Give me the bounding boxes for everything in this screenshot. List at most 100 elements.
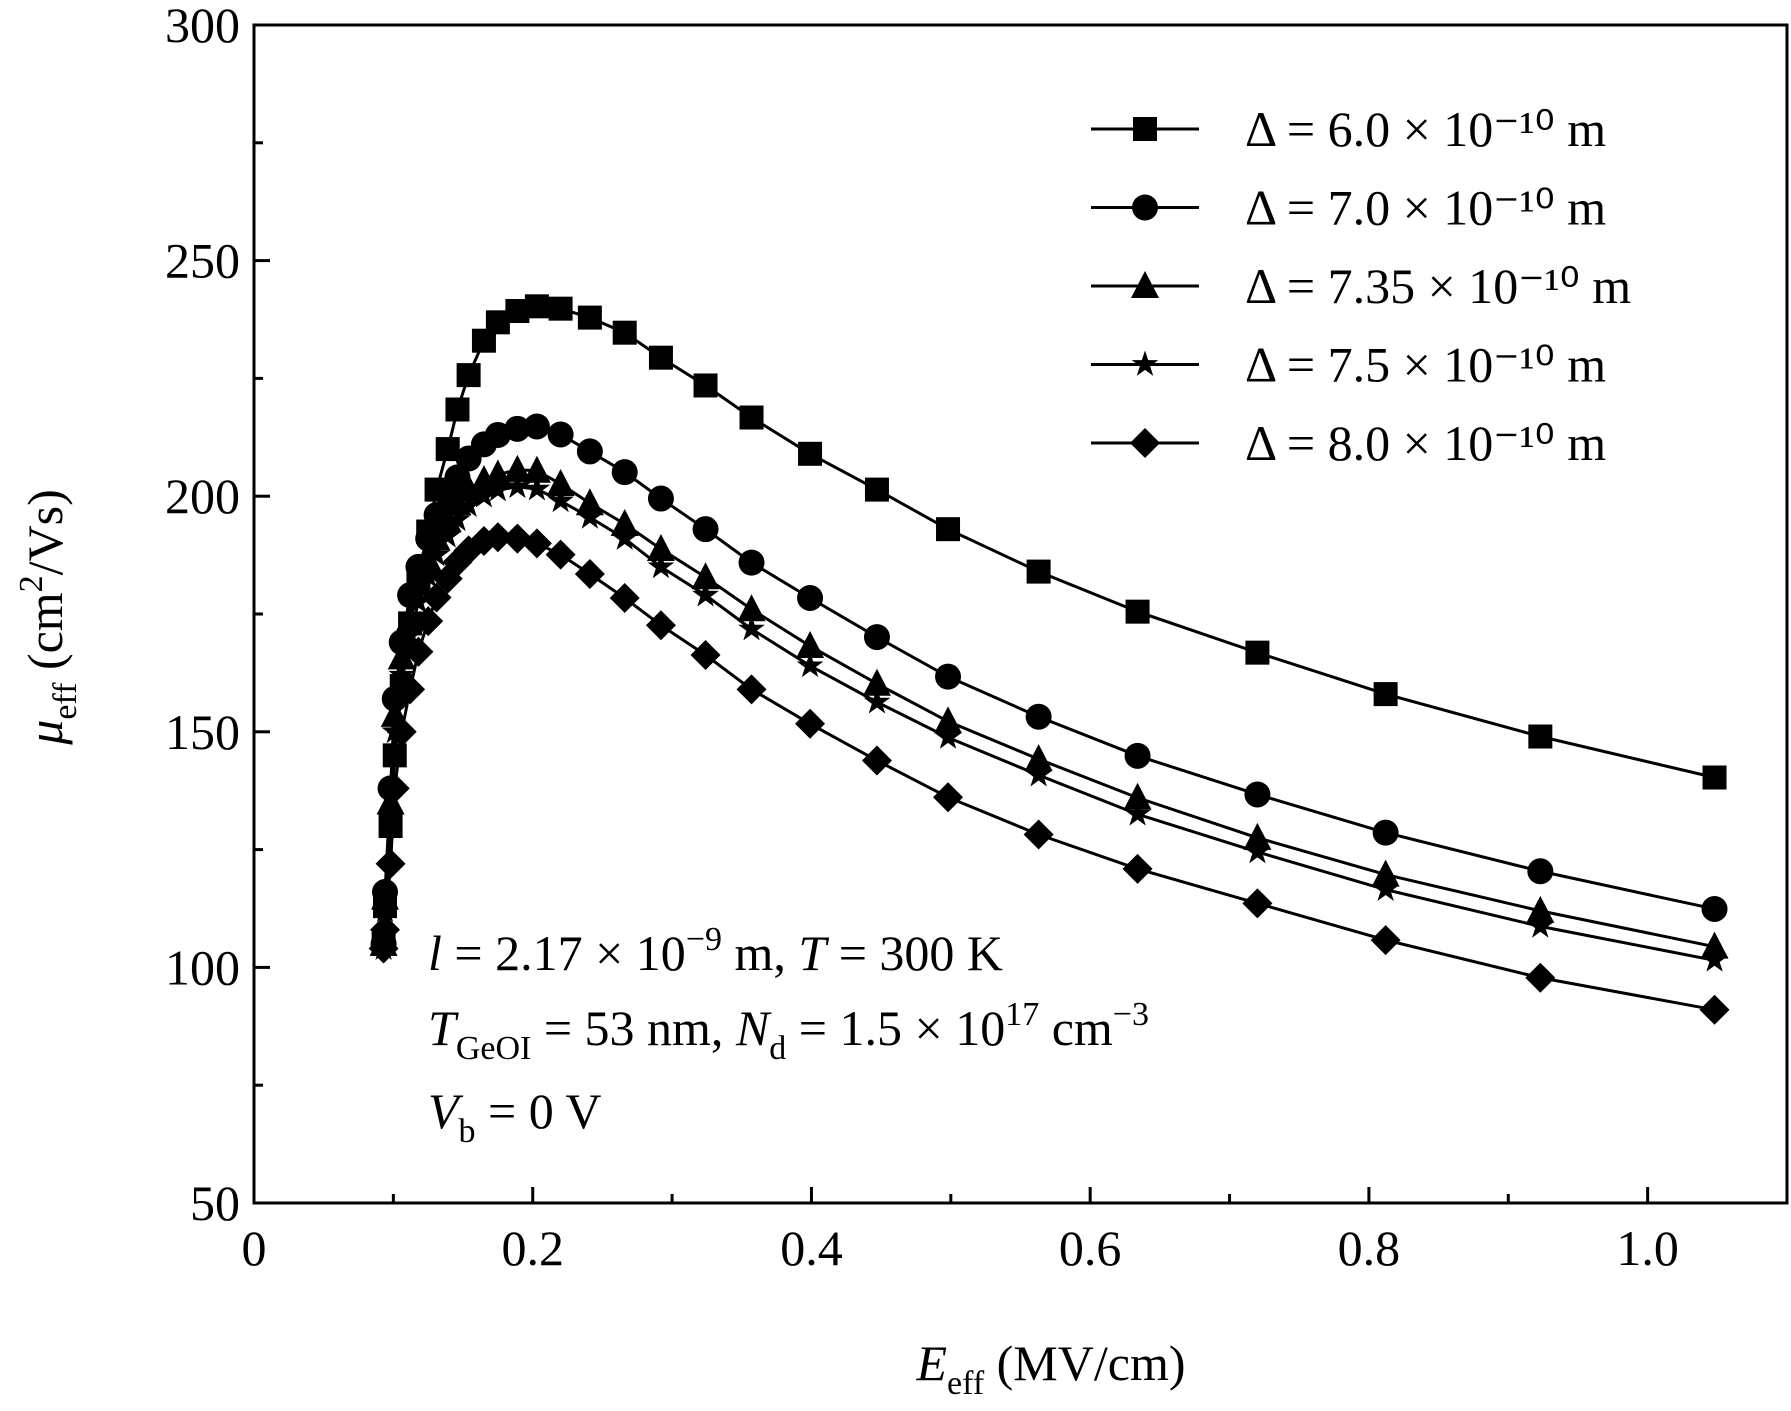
x-tick-label: 1.0	[1616, 1220, 1679, 1276]
label-part: l	[428, 925, 442, 981]
x-axis-label: Eeff (MV/cm)	[915, 1335, 1185, 1402]
marker	[1372, 819, 1399, 846]
marker	[1025, 761, 1052, 787]
label-part: = 2.17 × 10	[442, 925, 686, 981]
marker	[522, 455, 551, 483]
marker	[414, 545, 443, 573]
label-part: m,	[722, 925, 798, 981]
label-part: (MV/cm)	[984, 1335, 1185, 1391]
label-part: = 53 nm,	[531, 1000, 736, 1056]
label-part: T	[428, 1000, 459, 1056]
marker	[934, 723, 962, 749]
annotation: Vb = 0 V	[428, 1083, 601, 1150]
marker	[798, 441, 823, 466]
marker	[611, 459, 638, 486]
marker	[503, 454, 532, 482]
legend-marker	[1130, 428, 1160, 458]
marker	[434, 522, 462, 548]
y-tick-label: 300	[165, 0, 240, 53]
marker	[1373, 682, 1398, 707]
marker	[545, 539, 576, 570]
marker	[864, 477, 889, 502]
legend-label: Δ = 7.5 × 10⁻¹⁰ m	[1245, 337, 1606, 393]
label-part: b	[459, 1113, 476, 1150]
marker	[1244, 781, 1271, 808]
marker	[1372, 875, 1399, 901]
marker	[933, 782, 964, 813]
marker	[1527, 858, 1554, 885]
marker	[739, 405, 764, 430]
label-part: eff	[47, 682, 84, 720]
marker	[797, 584, 824, 611]
legend-marker	[1131, 350, 1159, 376]
marker	[1701, 946, 1728, 972]
marker	[504, 415, 531, 442]
marker	[861, 745, 892, 776]
annotation: l = 2.17 × 10−9 m, T = 300 K	[428, 921, 1003, 981]
marker	[1124, 800, 1151, 826]
marker	[1026, 559, 1051, 584]
label-part: V	[428, 1083, 464, 1139]
x-tick-label: 0.8	[1338, 1220, 1401, 1276]
label-part: −3	[1113, 996, 1149, 1033]
y-tick-label: 150	[165, 704, 240, 760]
marker	[690, 639, 721, 670]
marker	[691, 562, 720, 590]
label-part: /Vs)	[17, 489, 73, 575]
marker	[456, 363, 481, 388]
marker	[738, 549, 765, 576]
marker	[386, 716, 417, 747]
marker	[692, 516, 719, 543]
marker	[521, 528, 552, 559]
marker	[1525, 962, 1556, 993]
y-tick-label: 50	[190, 1175, 240, 1231]
marker	[575, 488, 604, 516]
label-part: 2	[13, 575, 50, 592]
marker	[737, 594, 766, 622]
label-part: N	[735, 1000, 772, 1056]
label-part: μ	[17, 720, 73, 746]
marker	[1527, 912, 1554, 938]
label-part: GeOI	[456, 1030, 532, 1067]
marker	[445, 397, 470, 422]
marker	[405, 588, 432, 614]
marker	[547, 421, 574, 448]
marker	[1701, 895, 1728, 922]
marker	[1528, 724, 1553, 749]
marker	[1024, 744, 1053, 772]
marker	[547, 486, 574, 513]
legend-marker	[1133, 117, 1157, 141]
marker	[371, 896, 399, 923]
marker	[863, 688, 891, 714]
x-tick-label: 0	[242, 1220, 267, 1276]
legend-marker	[1131, 271, 1159, 298]
marker	[423, 541, 450, 567]
x-tick-label: 0.4	[780, 1220, 843, 1276]
marker	[647, 485, 674, 512]
y-tick-label: 250	[165, 233, 240, 289]
marker	[1526, 895, 1555, 923]
marker	[611, 524, 639, 550]
label-part: = 1.5 × 10	[786, 1000, 1005, 1056]
y-tick-label: 100	[165, 939, 240, 995]
marker	[1244, 837, 1271, 864]
legend-label: Δ = 6.0 × 10⁻¹⁰ m	[1245, 101, 1606, 157]
marker	[1125, 599, 1150, 624]
marker	[482, 522, 513, 553]
marker	[1371, 859, 1400, 887]
label-part: T	[798, 925, 829, 981]
marker	[935, 663, 962, 690]
label-part: d	[769, 1030, 786, 1067]
x-tick-label: 0.2	[501, 1220, 564, 1276]
marker	[574, 558, 605, 589]
marker	[863, 624, 890, 651]
marker	[404, 568, 433, 596]
marker	[647, 552, 675, 579]
legend-marker	[1132, 194, 1158, 221]
legend-label: Δ = 7.0 × 10⁻¹⁰ m	[1245, 180, 1606, 236]
legend-label: Δ = 7.35 × 10⁻¹⁰ m	[1245, 258, 1631, 314]
marker	[645, 610, 676, 641]
marker	[377, 802, 404, 828]
